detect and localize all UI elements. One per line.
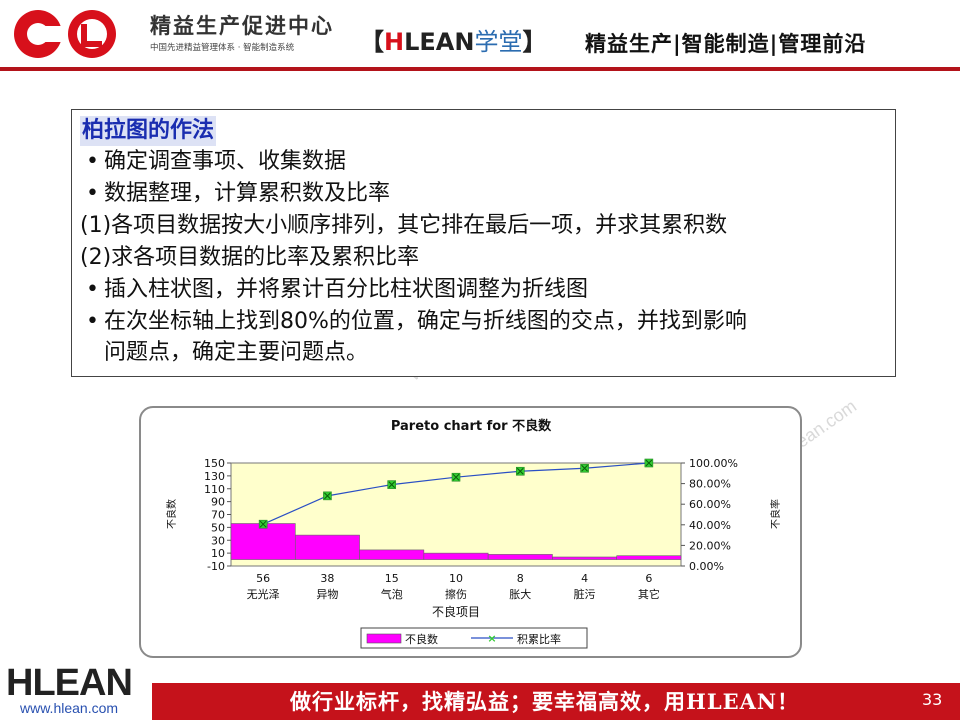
- x-value-label: 10: [449, 572, 463, 585]
- header-slogan: 精益生产|智能制造|管理前沿: [585, 32, 867, 56]
- bar-3: [359, 549, 425, 560]
- y2-tick-label: 40.00%: [689, 519, 731, 532]
- pareto-chart: Pareto chart for 不良数 1501301109070503010…: [165, 418, 782, 649]
- method-text-box: 柏拉图的作法 确定调查事项、收集数据 数据整理，计算累积数及比率 (1)各项目数…: [71, 109, 896, 377]
- y-tick-label: 90: [211, 496, 225, 509]
- legend-label-bar: 不良数: [405, 632, 438, 646]
- y-tick-label: 130: [204, 470, 225, 483]
- y-axis-label: 不良数: [165, 499, 178, 529]
- x-value-label: 56: [256, 572, 270, 585]
- text-line-1: 确定调查事项、收集数据: [80, 147, 346, 177]
- y-tick-label: 30: [211, 534, 225, 547]
- pareto-chart-panel: Pareto chart for 不良数 150 130 110 90 70 50 30 10…: [139, 406, 802, 658]
- y-tick-label: 10: [211, 547, 225, 560]
- x-category-label: 其它: [638, 587, 660, 601]
- center-name: 精益生产促进中心: [150, 14, 334, 38]
- cumulative-point-cross: [516, 467, 524, 475]
- y-tick-label: 110: [204, 483, 225, 496]
- cumulative-point-cross: [645, 459, 653, 467]
- section-title: 柏拉图的作法: [80, 116, 217, 146]
- y2-tick-label: 60.00%: [689, 498, 731, 511]
- footer-slogan: 做行业标杆，找精弘益；要幸福高效，用HLEAN！: [290, 689, 800, 714]
- x-value-label: 6: [645, 572, 652, 585]
- text-line-2: 数据整理，计算累积数及比率: [80, 179, 390, 209]
- cumulative-point-cross: [452, 473, 460, 481]
- chart-title: Pareto chart for 不良数: [391, 418, 552, 434]
- cumulative-point-cross: [388, 481, 396, 488]
- text-line-3: (1)各项目数据按大小顺序排列，其它排在最后一项，并求其累积数: [80, 213, 728, 238]
- page-number: 33: [922, 690, 943, 709]
- brand-title: 【HLEAN学堂】: [360, 22, 546, 57]
- x-axis-label: 不良项目: [432, 604, 480, 619]
- bar-1: [230, 523, 296, 560]
- legend-marker-icon: ×: [487, 632, 496, 645]
- cumulative-point-cross: [259, 520, 267, 528]
- y2-tick-label: 0.00%: [689, 560, 724, 573]
- y-tick-label: 50: [211, 521, 225, 534]
- x-value-label: 8: [517, 572, 524, 585]
- y-tick-label: 70: [211, 509, 225, 522]
- center-subtitle: 中国先进精益管理体系 · 智能制造系统: [150, 43, 295, 53]
- y2-tick-label: 20.00%: [689, 539, 731, 552]
- bar-5: [487, 554, 553, 560]
- legend-swatch-bar: [366, 633, 402, 644]
- logo-icon: [14, 10, 116, 58]
- bar-4: [423, 552, 489, 560]
- header-divider: [0, 67, 960, 71]
- x-category-label: 脏污: [574, 588, 596, 601]
- brand-bracket-right: 】: [522, 28, 547, 56]
- y2-tick-label: 100.00%: [689, 457, 738, 470]
- footer-bar: [152, 683, 960, 720]
- brand-lean: LEAN: [404, 28, 475, 56]
- text-line-6: 在次坐标轴上找到80%的位置，确定与折线图的交点，并找到影响: [80, 307, 747, 337]
- y2-axis-label: 不良率: [769, 499, 782, 529]
- y-tick-label: -10: [207, 560, 225, 573]
- x-value-label: 38: [320, 572, 334, 585]
- text-line-7: 问题点，确定主要问题点。: [104, 340, 369, 365]
- brand-h: H: [384, 28, 405, 56]
- footer-logo: HLEAN: [6, 662, 133, 704]
- bar-7: [616, 555, 682, 560]
- cumulative-point-cross: [581, 464, 588, 472]
- x-value-label: 15: [385, 572, 399, 585]
- legend-label-line: 积累比率: [517, 632, 561, 646]
- x-category-label: 无光泽: [247, 587, 280, 601]
- footer-url[interactable]: www.hlean.com: [20, 700, 119, 716]
- text-line-4: (2)求各项目数据的比率及累积比率: [80, 245, 420, 270]
- y-tick-label: 150: [204, 457, 225, 470]
- bar-6: [552, 556, 618, 560]
- x-value-label: 4: [581, 572, 588, 585]
- cumulative-point-cross: [324, 492, 331, 500]
- x-category-label: 胀大: [509, 587, 531, 601]
- brand-bracket-left: 【: [360, 28, 384, 56]
- bar-2: [294, 534, 360, 560]
- x-category-label: 擦伤: [445, 587, 467, 601]
- text-line-5: 插入柱状图，并将累计百分比柱状图调整为折线图: [80, 275, 588, 305]
- x-category-label: 气泡: [381, 587, 403, 601]
- x-category-label: 异物: [316, 587, 338, 601]
- brand-school: 学堂: [474, 28, 523, 56]
- y2-tick-label: 80.00%: [689, 478, 731, 491]
- company-logo: [10, 6, 138, 62]
